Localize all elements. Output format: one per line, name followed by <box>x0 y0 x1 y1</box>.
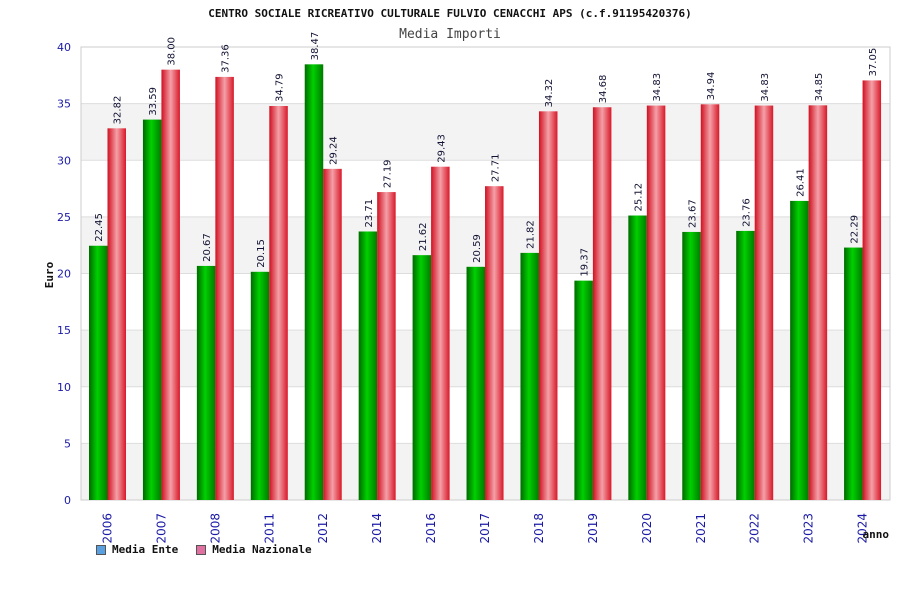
bar-media-nazionale <box>377 192 396 501</box>
x-axis-label: anno <box>863 528 890 541</box>
bar-media-ente <box>358 231 378 500</box>
data-label: 34.68 <box>598 75 609 104</box>
bar-media-ente <box>412 255 432 500</box>
bar-media-nazionale <box>700 104 720 500</box>
bar-media-ente <box>466 266 486 500</box>
y-tick-label: 20 <box>57 268 71 281</box>
x-axis: 2006 2007 2008 2011 2012 2014 2016 2017 2018 2019… <box>101 513 870 544</box>
y-tick-label: 15 <box>57 324 71 337</box>
legend-swatch-ente <box>96 544 106 555</box>
data-label: 19.37 <box>580 248 591 277</box>
bar-media-ente <box>628 215 647 501</box>
bar-media-ente <box>790 200 809 501</box>
bar-media-ente <box>574 280 593 500</box>
bar-media-ente <box>844 247 863 500</box>
data-label: 27.71 <box>490 154 501 183</box>
data-label: 37.05 <box>868 48 879 77</box>
data-label: 37.36 <box>221 44 232 73</box>
data-label: 21.62 <box>418 223 429 252</box>
data-label: 20.15 <box>256 239 267 268</box>
y-axis-label: Euro <box>43 261 56 288</box>
y-tick-label: 25 <box>57 211 71 224</box>
bar-media-ente <box>142 119 162 500</box>
bar-media-ente <box>736 230 755 500</box>
data-label: 34.79 <box>275 73 286 102</box>
legend-label-nazionale: Media Nazionale <box>212 543 312 556</box>
bar-media-nazionale <box>862 80 882 500</box>
bar-media-ente <box>304 64 324 501</box>
bar-media-nazionale <box>592 107 612 501</box>
data-label: 25.12 <box>634 183 645 212</box>
legend-item-ente: Media Ente <box>96 543 178 556</box>
x-tick-label: 2008 <box>208 513 222 544</box>
data-label: 27.19 <box>382 159 393 188</box>
bar-media-nazionale <box>107 128 126 500</box>
bar-media-nazionale <box>808 105 828 500</box>
legend: Media Ente Media Nazionale <box>96 543 312 556</box>
bar-media-nazionale <box>538 111 558 501</box>
y-axis: 0 5 10 15 20 25 30 35 40 <box>57 41 71 507</box>
y-tick-label: 40 <box>57 41 71 54</box>
data-label: 22.45 <box>94 213 105 242</box>
data-label: 29.43 <box>436 134 447 163</box>
data-label: 38.47 <box>310 32 321 61</box>
x-tick-label: 2023 <box>802 513 816 544</box>
data-label: 20.67 <box>202 233 213 262</box>
y-tick-label: 10 <box>57 381 71 394</box>
x-tick-label: 2012 <box>316 513 330 544</box>
bar-media-ente <box>250 271 270 500</box>
y-tick-label: 30 <box>57 154 71 167</box>
y-tick-label: 5 <box>64 437 71 450</box>
x-tick-label: 2022 <box>748 513 762 544</box>
data-label: 20.59 <box>472 234 483 263</box>
bar-media-nazionale <box>646 105 666 501</box>
x-tick-label: 2011 <box>262 513 276 544</box>
bar-media-ente <box>682 231 701 500</box>
x-tick-label: 2016 <box>424 513 438 544</box>
bar-media-nazionale <box>161 69 180 501</box>
bar-media-nazionale <box>485 186 504 500</box>
bar-media-ente <box>196 265 216 500</box>
data-label: 23.67 <box>688 199 699 228</box>
data-label: 21.82 <box>526 220 537 249</box>
x-tick-label: 2007 <box>154 513 168 544</box>
bar-media-nazionale <box>323 168 342 500</box>
data-label: 34.94 <box>706 72 717 101</box>
data-label: 34.83 <box>652 73 663 102</box>
chart-subtitle: Media Importi <box>399 27 501 42</box>
x-tick-label: 2014 <box>370 513 384 544</box>
x-tick-label: 2017 <box>478 513 492 544</box>
x-tick-label: 2021 <box>694 513 708 544</box>
x-tick-label: 2006 <box>101 513 115 544</box>
data-label: 26.41 <box>795 168 806 197</box>
y-tick-label: 35 <box>57 98 71 111</box>
bar-media-nazionale <box>215 76 234 500</box>
x-tick-label: 2024 <box>856 513 870 544</box>
y-tick-label: 0 <box>64 494 71 507</box>
bars: 22.45 32.82 33.59 38.00 20.67 37.36 20.15 34.79… <box>89 32 882 501</box>
chart-title: CENTRO SOCIALE RICREATIVO CULTURALE FULV… <box>208 7 691 20</box>
data-label: 32.82 <box>113 96 124 125</box>
data-label: 34.85 <box>814 73 825 102</box>
bar-media-ente <box>520 252 539 500</box>
data-label: 29.24 <box>328 136 339 165</box>
legend-swatch-nazionale <box>196 544 207 555</box>
data-label: 23.71 <box>364 199 375 228</box>
data-label: 33.59 <box>148 87 159 116</box>
legend-label-ente: Media Ente <box>112 543 179 556</box>
legend-item-nazionale: Media Nazionale <box>196 543 312 556</box>
data-label: 38.00 <box>167 37 178 66</box>
bar-media-ente <box>89 245 108 500</box>
data-label: 22.29 <box>849 215 860 244</box>
x-tick-label: 2018 <box>532 513 546 544</box>
bar-media-nazionale <box>754 105 774 501</box>
bar-media-nazionale <box>431 166 450 500</box>
bar-media-nazionale <box>269 106 288 501</box>
data-label: 34.83 <box>760 73 771 102</box>
x-tick-label: 2020 <box>640 513 654 544</box>
x-tick-label: 2019 <box>586 513 600 544</box>
data-label: 23.76 <box>741 198 752 227</box>
data-label: 34.32 <box>544 79 555 108</box>
